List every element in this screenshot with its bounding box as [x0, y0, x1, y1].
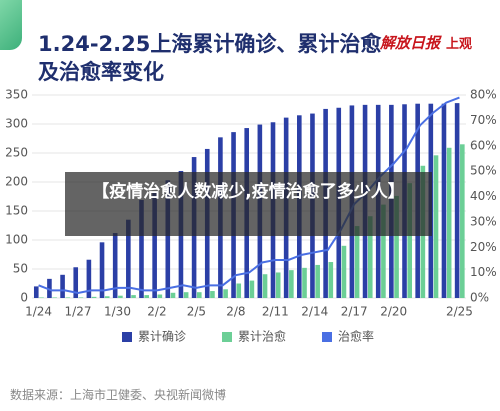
legend-swatch — [322, 332, 332, 342]
y-tick-label: 350 — [5, 88, 28, 102]
bar — [341, 245, 347, 298]
x-tick-label: 2/2 — [147, 305, 166, 319]
y-tick-label: 150 — [5, 204, 28, 218]
y2-tick-label: 50% — [470, 164, 497, 178]
source-note: 数据来源：上海市卫健委、央视新闻微博 — [10, 388, 227, 402]
x-tick-label: 1/30 — [104, 305, 131, 319]
bar — [454, 103, 460, 299]
bar — [170, 292, 176, 298]
legend-label: 累计治愈 — [238, 329, 286, 344]
bar — [165, 180, 171, 298]
legend-swatch — [122, 332, 132, 342]
y-tick-label: 50 — [13, 262, 28, 276]
bar — [249, 280, 255, 298]
y-tick-label: 0 — [20, 291, 28, 305]
bar — [210, 291, 215, 298]
decoration — [0, 0, 22, 50]
bar — [126, 219, 131, 298]
rate-line — [38, 96, 460, 294]
bar — [196, 292, 202, 298]
legend-label: 累计确诊 — [138, 330, 186, 344]
bar — [407, 183, 413, 298]
bar — [183, 292, 189, 298]
x-tick-label: 1/27 — [65, 305, 92, 319]
x-tick-label: 2/11 — [262, 305, 289, 319]
bar — [367, 216, 373, 298]
bar — [223, 289, 228, 298]
bar — [275, 272, 281, 298]
logo: 上观 — [446, 37, 473, 52]
bar — [157, 294, 163, 298]
y-tick-label: 200 — [5, 175, 28, 189]
bar — [289, 270, 294, 298]
bar — [39, 297, 44, 298]
bar — [144, 295, 149, 298]
bar — [446, 147, 452, 298]
bar — [236, 283, 242, 298]
bar — [73, 267, 79, 298]
chart-title: 1.24-2.25上海累计确诊、累计治愈及治愈率变化 — [38, 32, 382, 84]
bar — [139, 199, 144, 298]
bar — [315, 264, 320, 298]
banner: 【疫情治愈人数减少,疫情治愈了多少人】 — [65, 172, 432, 236]
legend-swatch — [222, 332, 232, 342]
bar — [60, 274, 65, 298]
bar — [302, 267, 307, 298]
x-tick-label: 2/25 — [446, 305, 473, 319]
bar — [394, 195, 399, 298]
bar — [433, 155, 439, 298]
y2-tick-label: 20% — [470, 240, 497, 254]
y-tick-label: 100 — [5, 233, 28, 247]
bar — [86, 259, 92, 298]
y-tick-label: 300 — [5, 117, 28, 131]
y2-tick-label: 60% — [470, 138, 497, 152]
legend-label: 治愈率 — [338, 329, 374, 344]
y-tick-label: 250 — [5, 146, 28, 160]
y2-tick-label: 80% — [470, 88, 497, 102]
logo: 解放日报 — [380, 34, 441, 52]
x-tick-label: 2/5 — [187, 305, 206, 319]
x-tick-label: 2/17 — [341, 305, 368, 319]
bar — [78, 297, 84, 298]
bar — [131, 295, 136, 298]
x-tick-label: 1/24 — [25, 305, 52, 319]
bar — [99, 242, 105, 298]
bar — [65, 297, 71, 298]
bar — [381, 204, 386, 298]
bar — [262, 274, 268, 298]
y2-tick-label: 10% — [470, 265, 497, 279]
bar — [441, 103, 447, 298]
x-tick-label: 2/8 — [226, 305, 245, 319]
bar — [33, 286, 39, 298]
y2-tick-label: 30% — [470, 214, 497, 228]
bar — [328, 262, 334, 298]
y2-tick-label: 40% — [470, 189, 497, 203]
bar — [460, 144, 465, 298]
bar — [152, 192, 157, 298]
bar — [112, 233, 118, 298]
bar — [91, 296, 97, 298]
bar — [118, 295, 123, 298]
bar — [104, 296, 110, 298]
y2-tick-label: 70% — [470, 113, 497, 127]
y2-tick-label: 0% — [470, 291, 489, 305]
bar — [52, 297, 57, 298]
bar — [354, 226, 360, 298]
x-tick-label: 2/20 — [380, 305, 407, 319]
x-tick-label: 2/14 — [301, 305, 328, 319]
